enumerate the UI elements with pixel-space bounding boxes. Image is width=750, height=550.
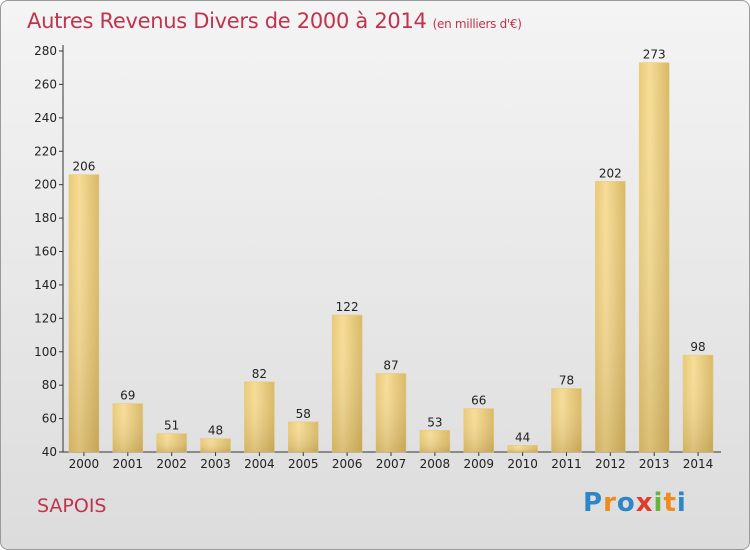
- chart-title-text: Autres Revenus Divers de 2000 à 2014: [27, 9, 427, 33]
- bar-shade: [551, 388, 582, 452]
- bar-shade: [244, 381, 275, 452]
- x-tick-label: 2011: [551, 457, 582, 471]
- y-tick-label: 140: [34, 278, 57, 292]
- x-tick-label: 2012: [595, 457, 626, 471]
- x-tick-label: 2003: [200, 457, 231, 471]
- bar-shade: [112, 403, 143, 452]
- bar-value-label: 206: [72, 160, 95, 174]
- logo-letter: o: [616, 488, 636, 518]
- y-tick-label: 60: [42, 412, 57, 426]
- logo-letter: i: [653, 488, 664, 518]
- bar-value-label: 58: [296, 407, 311, 421]
- x-tick-label: 2005: [288, 457, 319, 471]
- bar-shade: [463, 408, 494, 452]
- chart-title: Autres Revenus Divers de 2000 à 2014 (en …: [27, 9, 522, 33]
- y-tick-label: 280: [34, 44, 57, 58]
- bar-value-label: 48: [208, 424, 223, 438]
- commune-name: SAPOIS: [37, 495, 107, 517]
- logo-letter: P: [583, 488, 604, 518]
- proxiti-logo: Proxiti: [583, 488, 687, 518]
- x-tick-label: 2008: [420, 457, 451, 471]
- y-tick-label: 40: [42, 445, 57, 459]
- x-tick-label: 2001: [113, 457, 144, 471]
- chart-title-unit: (en milliers d'€): [432, 17, 522, 31]
- bar-value-label: 69: [120, 389, 135, 403]
- y-tick-label: 200: [34, 178, 57, 192]
- bar-value-label: 53: [427, 415, 442, 429]
- bar-value-label: 78: [559, 374, 574, 388]
- x-tick-label: 2010: [507, 457, 538, 471]
- logo-letter: r: [603, 488, 617, 518]
- bar-value-label: 44: [515, 430, 530, 444]
- y-tick-label: 260: [34, 77, 57, 91]
- bar-shade: [156, 433, 187, 452]
- bar-value-label: 98: [690, 340, 705, 354]
- x-tick-label: 2007: [376, 457, 407, 471]
- bar-value-label: 87: [383, 358, 398, 372]
- y-tick-label: 160: [34, 245, 57, 259]
- bar-value-label: 51: [164, 419, 179, 433]
- x-tick-label: 2000: [69, 457, 100, 471]
- bar-shade: [507, 445, 538, 452]
- x-tick-label: 2014: [683, 457, 714, 471]
- bar-value-label: 273: [643, 48, 666, 62]
- bar-shade: [68, 174, 99, 452]
- y-tick-label: 240: [34, 111, 57, 125]
- bar-shade: [595, 181, 626, 452]
- bar-shade: [639, 62, 670, 453]
- bar-shade: [376, 373, 406, 452]
- y-tick-label: 180: [34, 211, 57, 225]
- bar-shade: [332, 314, 363, 452]
- y-tick-label: 80: [42, 378, 57, 392]
- x-tick-label: 2006: [332, 457, 363, 471]
- bar-value-label: 66: [471, 394, 486, 408]
- x-tick-label: 2009: [463, 457, 494, 471]
- logo-letter: i: [676, 488, 687, 518]
- y-tick-label: 100: [34, 345, 57, 359]
- bar-shade: [288, 421, 319, 452]
- logo-letter: x: [635, 488, 654, 518]
- bar-shade: [200, 438, 231, 452]
- bar-shade: [683, 355, 714, 452]
- bar-value-label: 202: [599, 166, 622, 180]
- x-tick-label: 2013: [639, 457, 670, 471]
- y-tick-label: 120: [34, 311, 57, 325]
- y-tick-label: 220: [34, 144, 57, 158]
- logo-letter: t: [663, 488, 677, 518]
- bar-value-label: 82: [252, 367, 267, 381]
- bar-value-label: 122: [336, 300, 359, 314]
- x-tick-label: 2004: [244, 457, 275, 471]
- bar-shade: [419, 430, 450, 452]
- x-tick-label: 2002: [156, 457, 187, 471]
